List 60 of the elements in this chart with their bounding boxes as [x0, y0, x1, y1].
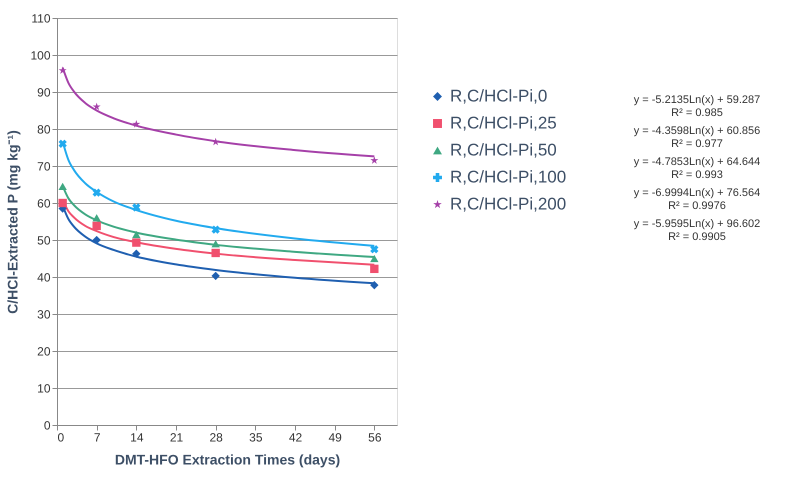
point: [132, 230, 141, 238]
point: [132, 250, 141, 258]
y-tick-label: 40: [37, 270, 51, 284]
point: [211, 240, 220, 248]
x-tick-label: 42: [288, 430, 302, 444]
point: [132, 120, 140, 128]
x-tick-label: 7: [94, 430, 101, 444]
text: R² = 0.977: [671, 138, 723, 150]
text: y = -6.9994Ln(x) + 76.564: [634, 187, 760, 199]
legend-label: R,C/HCl-Pi,50: [450, 140, 557, 160]
text: R² = 0.993: [671, 169, 723, 181]
point: [370, 245, 378, 254]
x-tick-label: 14: [130, 430, 144, 444]
point: [92, 222, 101, 230]
legend-label: R,C/HCl-Pi,0: [450, 86, 548, 106]
point: [58, 198, 67, 208]
x-tick-label: 28: [209, 430, 224, 444]
point: [58, 140, 67, 148]
y-tick-label: 70: [37, 160, 51, 174]
legend-label: R,C/HCl-Pi,100: [450, 168, 566, 186]
point: [370, 254, 379, 262]
y-axis-title: C/HCl-Extracted P (mg kg⁻¹): [4, 130, 20, 314]
x-axis-title: DMT-HFO Extraction Times (days): [114, 452, 340, 468]
point: [212, 226, 220, 234]
legend-label: R,C/HCl-Pi,200: [450, 194, 566, 214]
text: y = -4.7853Ln(x) + 64.644: [634, 156, 760, 168]
y-tick-label: 30: [37, 308, 51, 322]
point: [370, 264, 379, 274]
y-tick-label: 100: [30, 48, 51, 62]
text: y = -5.2135Ln(x) + 59.287: [634, 94, 760, 106]
y-tick-label: 20: [37, 344, 51, 358]
x-tick-label: 56: [368, 430, 382, 444]
text: R² = 0.9976: [668, 200, 726, 212]
point: [370, 280, 379, 290]
y-tick-label: 10: [37, 382, 51, 396]
point: [132, 203, 140, 212]
text: R² = 0.985: [671, 107, 723, 119]
point: [370, 156, 378, 164]
point: [92, 102, 101, 110]
text: y = -4.3598Ln(x) + 60.856: [634, 125, 760, 137]
y-tick-label: 50: [37, 234, 51, 248]
point: [132, 238, 141, 247]
point: [58, 66, 67, 74]
point: [92, 188, 101, 197]
point: [211, 248, 220, 258]
y-tick-label: 60: [37, 196, 51, 210]
point: [58, 182, 67, 190]
x-tick-label: 49: [328, 430, 342, 444]
point: [92, 214, 101, 222]
text: R² = 0.9905: [668, 231, 726, 243]
legend-label: R,C/HCl-Pi,25: [450, 114, 557, 132]
x-tick-label: 35: [249, 430, 263, 444]
y-tick-label: 90: [37, 86, 51, 100]
x-tick-label: 21: [170, 430, 184, 444]
y-tick-label: 0: [44, 418, 51, 432]
point: [211, 272, 220, 280]
text: y = -5.9595Ln(x) + 96.602: [634, 218, 760, 230]
x-tick-label: 0: [58, 430, 64, 444]
y-tick-label: 110: [31, 12, 51, 26]
y-tick-label: 80: [37, 122, 51, 136]
